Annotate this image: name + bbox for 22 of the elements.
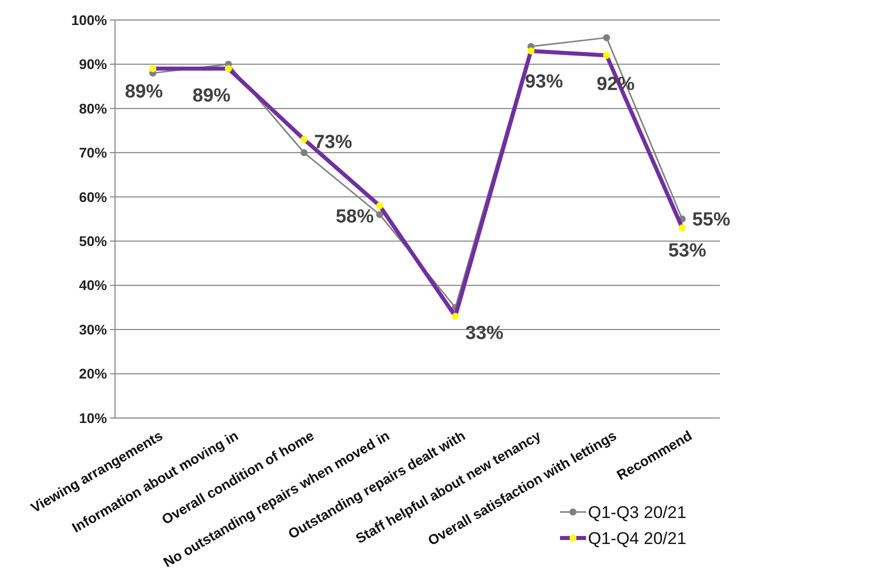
y-tick-label: 60% bbox=[78, 188, 108, 205]
data-label: 73% bbox=[314, 132, 352, 154]
y-tick-label: 80% bbox=[78, 100, 108, 116]
data-label: 93% bbox=[524, 72, 564, 93]
y-tick-label: 50% bbox=[78, 233, 108, 250]
y-tick-label: 70% bbox=[78, 144, 108, 161]
y-tick-label: 100% bbox=[71, 12, 108, 28]
y-tick-label: 30% bbox=[78, 321, 108, 338]
data-label: 55% bbox=[692, 210, 730, 231]
data-label: 89% bbox=[192, 85, 231, 106]
point bbox=[300, 149, 308, 156]
y-tick-label: 20% bbox=[78, 366, 108, 382]
point bbox=[603, 34, 610, 42]
data-label: 53% bbox=[668, 240, 706, 262]
data-label: 89% bbox=[124, 81, 163, 102]
legend-label: Q1-Q3 20/21 bbox=[588, 502, 686, 522]
data-label: 58% bbox=[336, 206, 374, 228]
legend-label: Q1-Q4 20/21 bbox=[588, 528, 686, 548]
y-tick-label: 10% bbox=[78, 410, 108, 426]
y-tick-label: 90% bbox=[78, 56, 108, 72]
y-tick-label: 40% bbox=[78, 277, 108, 294]
point bbox=[376, 211, 384, 218]
